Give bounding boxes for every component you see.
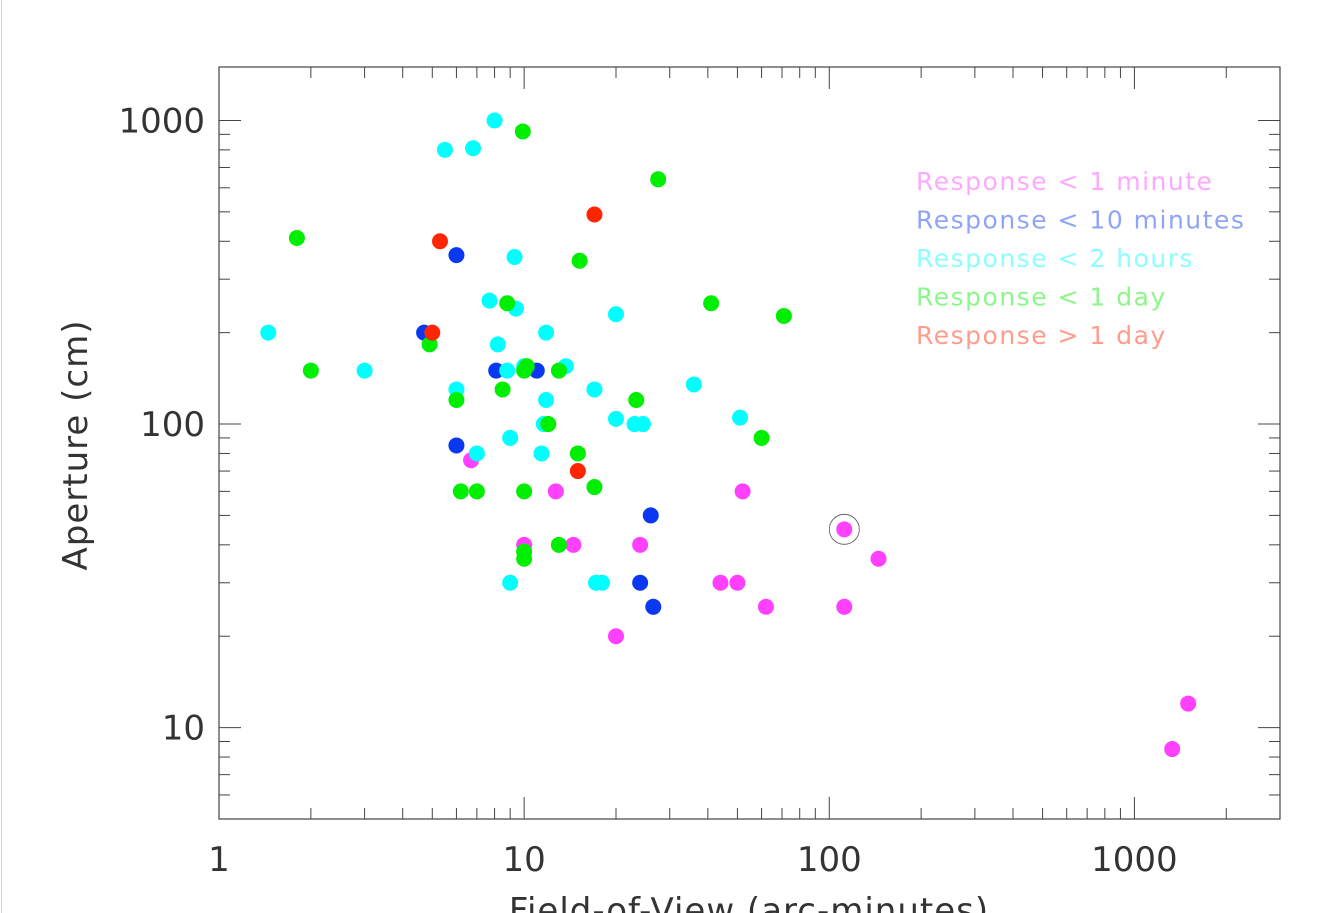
data-point (635, 416, 651, 432)
data-point (448, 392, 464, 408)
data-point (632, 537, 648, 553)
data-point (548, 483, 564, 499)
data-point (712, 575, 728, 591)
x-tick-label: 10 (503, 840, 546, 880)
data-point (289, 230, 305, 246)
y-tick-label: 10 (162, 709, 205, 749)
x-tick-labels: 1 10 100 1000 (208, 840, 1177, 880)
data-point (565, 537, 581, 553)
data-point (608, 411, 624, 427)
data-point (570, 445, 586, 461)
x-axis-title: Field-of-View (arc-minutes) (509, 891, 989, 913)
data-point (1164, 741, 1180, 757)
data-point (303, 363, 319, 379)
data-point (594, 575, 610, 591)
x-tick-label: 100 (797, 840, 862, 880)
data-point (608, 628, 624, 644)
y-tick-label: 1000 (118, 101, 205, 141)
y-axis-title: Aperture (cm) (56, 320, 96, 571)
data-point (836, 599, 852, 615)
data-point (732, 410, 748, 426)
data-point (534, 445, 550, 461)
data-point (424, 325, 440, 341)
data-point (490, 336, 506, 352)
legend-entry: Response < 1 day (916, 283, 1167, 312)
data-point (586, 207, 602, 223)
data-point (432, 233, 448, 249)
data-point (507, 249, 523, 265)
data-point (516, 551, 532, 567)
data-point (628, 392, 644, 408)
data-point (586, 479, 602, 495)
legend-entry: Response < 1 minute (916, 167, 1213, 196)
data-point (469, 483, 485, 499)
data-point (608, 306, 624, 322)
data-point (645, 599, 661, 615)
data-point (570, 463, 586, 479)
data-point (836, 521, 852, 537)
data-point (499, 295, 515, 311)
data-point (754, 430, 770, 446)
data-point (632, 575, 648, 591)
data-point (495, 381, 511, 397)
data-point (357, 363, 373, 379)
data-point (871, 551, 887, 567)
legend-entry: Response < 10 minutes (916, 206, 1245, 235)
data-point (729, 575, 745, 591)
legend-entry: Response > 1 day (916, 321, 1167, 350)
data-point (538, 325, 554, 341)
legend: Response < 1 minute Response < 10 minutes… (916, 167, 1245, 350)
data-point (502, 430, 518, 446)
legend-entry: Response < 2 hours (916, 244, 1194, 273)
x-tick-label: 1 (208, 840, 230, 880)
data-point (469, 445, 485, 461)
data-point (453, 483, 469, 499)
data-point (586, 381, 602, 397)
x-tick-label: 1000 (1091, 840, 1178, 880)
data-point (499, 363, 515, 379)
data-point (686, 376, 702, 392)
data-point (538, 392, 554, 408)
data-point (703, 295, 719, 311)
data-point (516, 483, 532, 499)
data-point (551, 537, 567, 553)
data-point (465, 140, 481, 156)
data-point (487, 112, 503, 128)
data-point (650, 171, 666, 187)
data-point (643, 507, 659, 523)
data-point (448, 437, 464, 453)
data-point (551, 363, 567, 379)
data-point (448, 247, 464, 263)
y-tick-labels: 10 100 1000 (118, 101, 205, 748)
data-point (260, 325, 276, 341)
data-point (735, 483, 751, 499)
data-point (515, 123, 531, 139)
data-point (540, 416, 556, 432)
data-point (482, 293, 498, 309)
data-point (572, 253, 588, 269)
data-point (776, 308, 792, 324)
y-tick-label: 100 (140, 405, 205, 445)
data-point (758, 599, 774, 615)
data-point (502, 575, 518, 591)
data-point (1180, 696, 1196, 712)
data-point (437, 142, 453, 158)
data-point (519, 358, 535, 374)
